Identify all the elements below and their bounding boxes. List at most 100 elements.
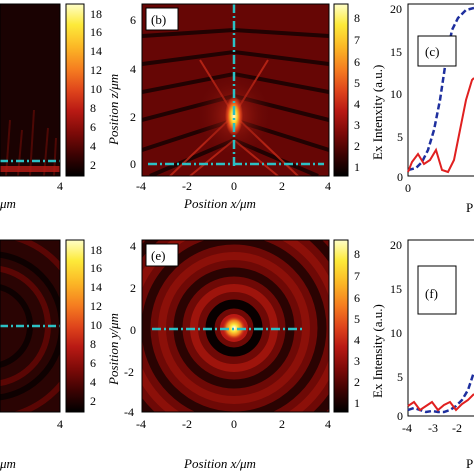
panel-c-xtick: 0 — [405, 181, 411, 195]
panel-e-label-box — [145, 243, 179, 267]
panel-a-cbar-tick: 14 — [90, 44, 102, 58]
panel-e-ytick: 2 — [130, 281, 136, 295]
panel-f-label-box — [417, 265, 457, 315]
panel-b-cbar-tick: 4 — [354, 97, 360, 111]
panel-e-cbar-tick: 2 — [354, 375, 360, 389]
panel-f-xtick: -4 — [402, 421, 412, 435]
panel-d: 4 μm 18 16 14 12 10 8 6 4 2 — [0, 239, 102, 471]
panel-e-ytick: 0 — [130, 323, 136, 337]
panel-a-cbar-tick: 8 — [90, 101, 96, 115]
panel-d-cbar-tick: 2 — [90, 394, 96, 408]
panel-d-cbar-tick: 16 — [90, 261, 102, 275]
panel-f: (f) 20 15 10 5 0 -4 -3 -2 P Ex Intensity… — [370, 238, 474, 471]
panel-a: 4 μm 18 16 14 12 10 8 6 4 2 — [0, 3, 102, 211]
panel-c-label: (c) — [425, 44, 439, 59]
panel-b-cbar-tick: 3 — [354, 118, 360, 132]
panel-b-label: (b) — [151, 12, 166, 27]
panel-b-cbar-tick: 2 — [354, 139, 360, 153]
panel-a-cbar-tick: 18 — [90, 7, 102, 21]
panel-e-cbar-tick: 1 — [354, 396, 360, 410]
panel-f-ylabel: Ex Intensity (a.u.) — [370, 304, 385, 398]
panel-c-red-curve — [407, 77, 474, 174]
panel-d-cbar-tick: 4 — [90, 375, 96, 389]
panel-e-ytick: 4 — [130, 239, 136, 253]
panel-f-xtick: -3 — [428, 421, 438, 435]
panel-b-focal-spot — [225, 96, 243, 136]
panel-b-label-box — [145, 7, 179, 31]
panel-c: (c) 20 15 10 5 0 0 P Ex Intenxity (a.u.) — [370, 2, 474, 215]
panel-a-xlabel-fragment: μm — [0, 196, 16, 211]
panel-c-ylabel: Ex Intenxity (a.u.) — [370, 65, 385, 160]
panel-e-cbar-tick: 3 — [354, 354, 360, 368]
panel-b-xtick: 4 — [325, 179, 331, 193]
panel-b-xtick: -4 — [136, 179, 146, 193]
panel-f-xlabel-fragment: P — [466, 456, 473, 471]
panel-e-cbar-tick: 6 — [354, 291, 360, 305]
panel-e-cbar-tick: 7 — [354, 269, 360, 283]
panel-f-xticks: -4 -3 -2 — [402, 421, 462, 435]
panel-d-cbar-tick: 6 — [90, 356, 96, 370]
panel-c-ytick: 20 — [390, 2, 402, 16]
panel-f-label: (f) — [425, 286, 438, 301]
panel-b-ylabel: Position z/μm — [106, 74, 121, 146]
panel-e: (e) -4 -2 0 2 4 Position x/μm 4 2 0 -2 -… — [106, 239, 360, 471]
panel-d-colorbar-ticks: 18 16 14 12 10 8 6 4 2 — [90, 243, 102, 408]
panel-d-xlabel-fragment: μm — [0, 456, 16, 471]
panel-c-ytick: 5 — [397, 130, 403, 144]
panel-e-xlabel: Position x/μm — [183, 456, 256, 471]
panel-e-colorbar-ticks: 8 7 6 5 4 3 2 1 — [354, 247, 360, 410]
panel-e-ytick: -4 — [124, 405, 134, 419]
panel-b-xtick: -2 — [182, 179, 192, 193]
panel-a-cbar-tick: 4 — [90, 139, 96, 153]
panel-b-cbar-tick: 7 — [354, 33, 360, 47]
panel-c-xlabel-fragment: P — [466, 200, 473, 215]
panel-a-cbar-tick: 10 — [90, 82, 102, 96]
panel-e-xtick: 0 — [231, 417, 237, 431]
panel-e-ylabel: Position y/μm — [106, 313, 121, 386]
panel-e-xtick: -2 — [182, 417, 192, 431]
panel-d-cbar-tick: 14 — [90, 280, 102, 294]
panel-a-cbar-tick: 6 — [90, 120, 96, 134]
panel-c-label-box — [417, 35, 457, 67]
panel-d-xtick: 4 — [57, 417, 63, 431]
panel-e-cbar-tick: 5 — [354, 312, 360, 326]
panel-c-yticks: 20 15 10 5 0 — [390, 2, 403, 184]
panel-b-cbar-tick: 5 — [354, 76, 360, 90]
panel-d-cbar-tick: 8 — [90, 337, 96, 351]
panel-d-cbar-tick: 10 — [90, 318, 102, 332]
panel-d-colorbar — [65, 239, 85, 413]
panel-b-ytick: 0 — [130, 157, 136, 171]
panel-e-xtick: -4 — [136, 417, 146, 431]
panel-e-cbar-tick: 8 — [354, 247, 360, 261]
panel-b-ytick: 6 — [130, 13, 136, 27]
panel-e-yticks: 4 2 0 -2 -4 — [124, 239, 136, 419]
panel-f-ytick: 0 — [397, 409, 403, 423]
panel-f-ytick: 10 — [390, 326, 402, 340]
panel-b-cbar-tick: 8 — [354, 11, 360, 25]
panel-e-xtick: 2 — [279, 417, 285, 431]
panel-c-ytick: 15 — [390, 45, 402, 59]
panel-a-field — [0, 4, 60, 176]
panel-c-ytick: 0 — [397, 170, 403, 184]
panel-b-colorbar — [333, 3, 349, 177]
panel-b-cbar-tick: 1 — [354, 160, 360, 174]
panel-a-cbar-tick: 12 — [90, 63, 102, 77]
panel-a-xtick: 4 — [57, 179, 63, 193]
panel-e-label: (e) — [151, 248, 165, 263]
panel-f-yticks: 20 15 10 5 0 — [390, 238, 403, 423]
panel-e-xticks: -4 -2 0 2 4 — [136, 417, 331, 431]
panel-e-ytick: -2 — [124, 365, 134, 379]
panel-b-xlabel: Position x/μm — [183, 196, 256, 211]
panel-b-ytick: 4 — [130, 62, 136, 76]
panel-c-ytick: 10 — [390, 87, 402, 101]
panel-f-ytick: 15 — [390, 282, 402, 296]
panel-b-xtick: 2 — [279, 179, 285, 193]
panel-a-cbar-tick: 16 — [90, 25, 102, 39]
panel-a-colorbar-ticks: 18 16 14 12 10 8 6 4 2 — [90, 7, 102, 172]
panel-b-xtick: 0 — [231, 179, 237, 193]
panel-e-cbar-tick: 4 — [354, 333, 360, 347]
panel-b-xticks: -4 -2 0 2 4 — [136, 179, 331, 193]
panel-b-ytick: 2 — [130, 110, 136, 124]
panel-d-cbar-tick: 18 — [90, 243, 102, 257]
